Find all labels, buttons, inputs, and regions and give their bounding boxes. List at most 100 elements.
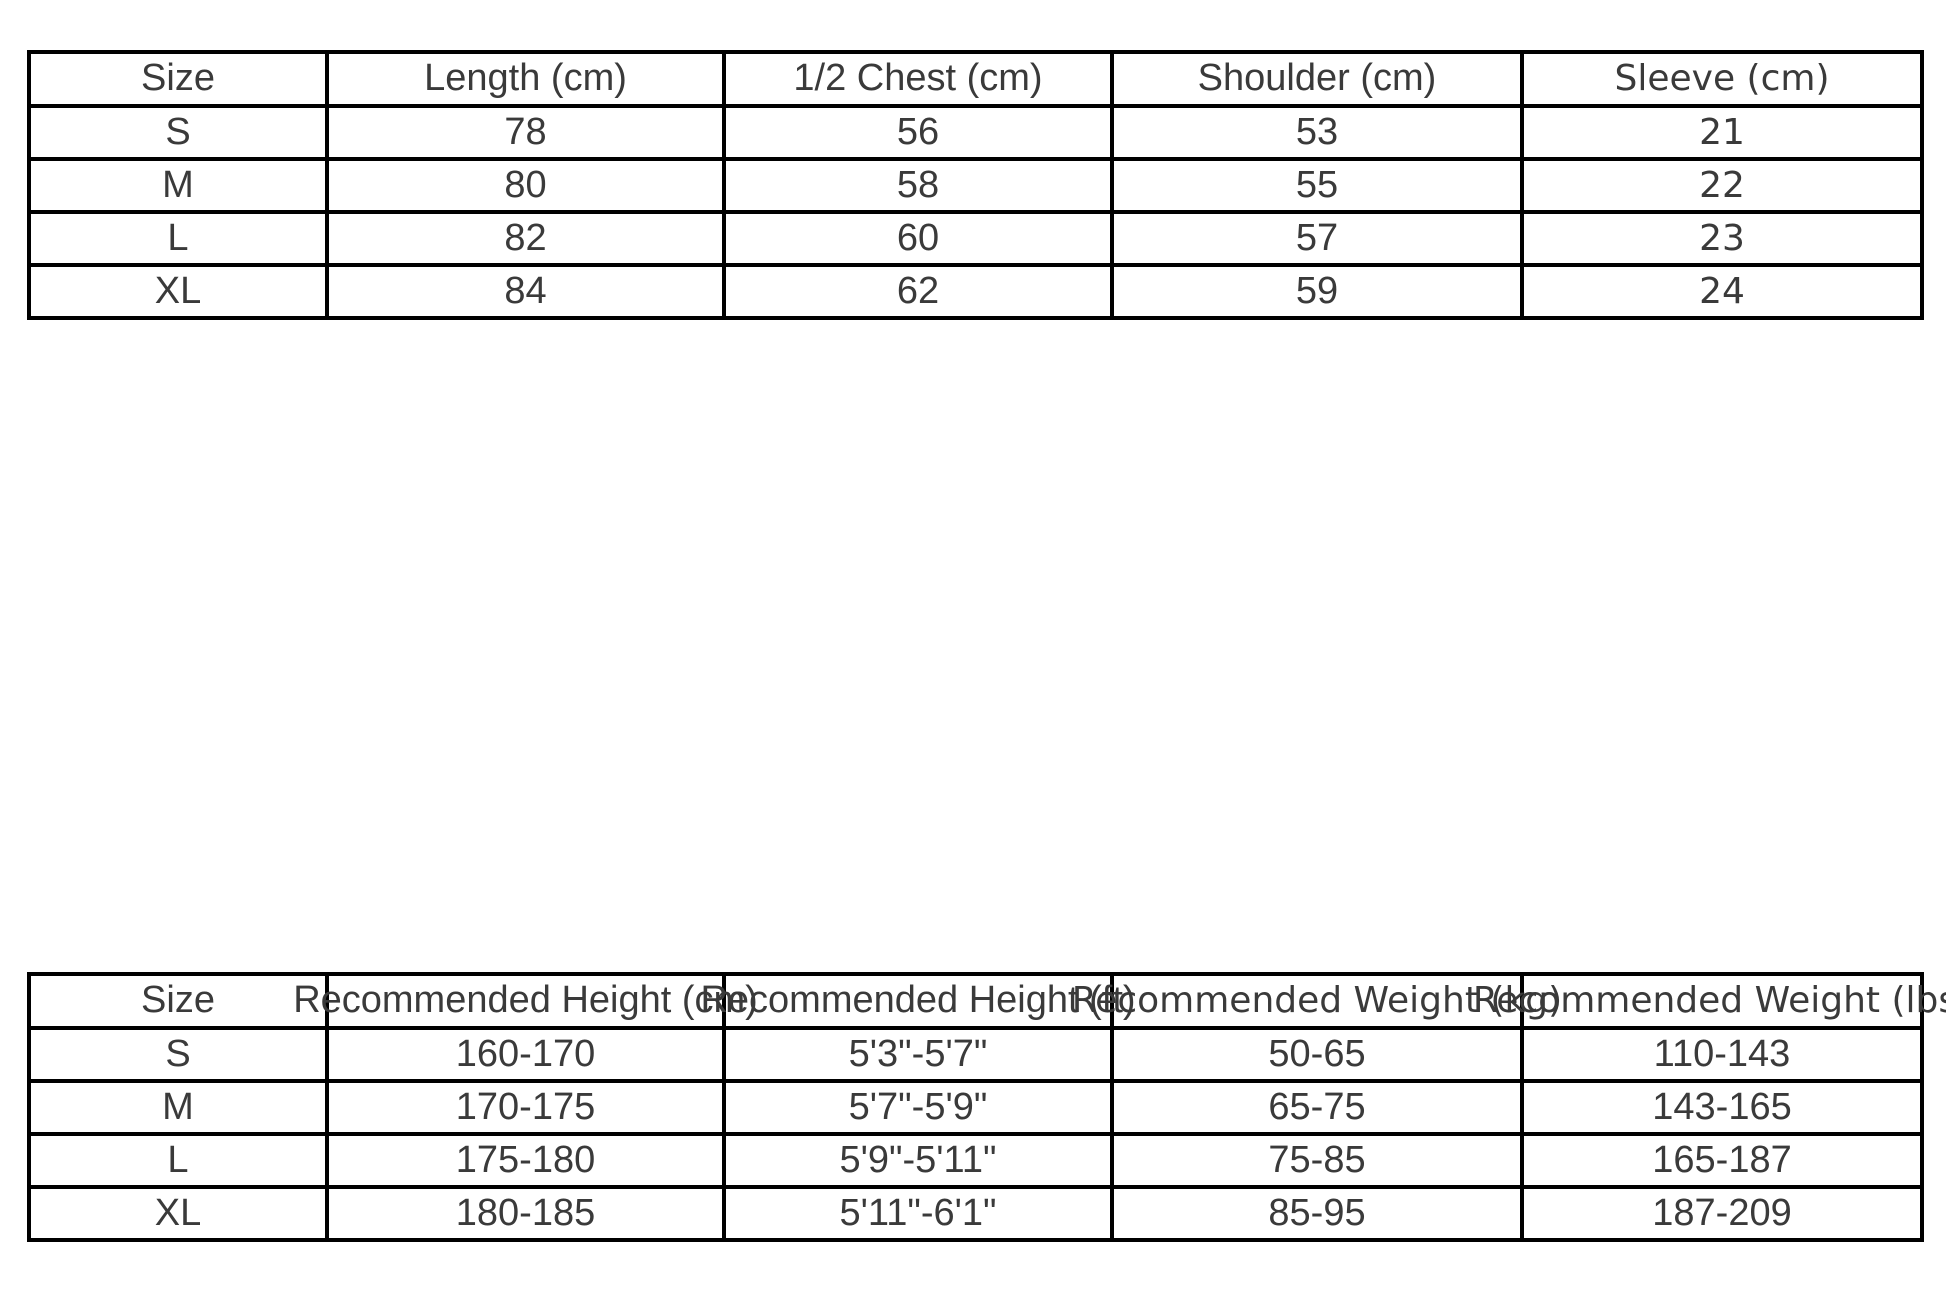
table-cell: 78	[325, 104, 726, 161]
cell-value: 53	[1295, 110, 1339, 153]
table-cell: 56	[722, 104, 1114, 161]
cell-value: XL	[154, 269, 202, 312]
table-cell: 5'7"-5'9"	[722, 1079, 1114, 1136]
cell-value: 24	[1699, 270, 1745, 312]
column-header-size: Size	[27, 50, 329, 108]
table-cell: 50-65	[1110, 1026, 1524, 1083]
column-header-label: Recommended Weight (kg)	[1071, 980, 1563, 1022]
table-cell: S	[27, 104, 329, 161]
column-header-label: Shoulder (cm)	[1197, 57, 1437, 100]
table-cell: 23	[1520, 210, 1924, 267]
cell-value: 5'3"-5'7"	[848, 1032, 988, 1075]
cell-value: 175-180	[455, 1138, 596, 1181]
table-cell: XL	[27, 1185, 329, 1242]
column-header-weight-kg: Recommended Weight (kg)	[1072, 972, 1562, 1030]
table-row: XL 84 62 59 24	[27, 263, 1924, 320]
column-header-height-ft: Recommended Height (ft)	[700, 972, 1136, 1030]
table-cell: 165-187	[1520, 1132, 1924, 1189]
column-header-label: Recommended Weight (lbs)	[1472, 980, 1946, 1022]
cell-value: 180-185	[455, 1191, 596, 1234]
table-cell: 5'11"-6'1"	[722, 1185, 1114, 1242]
cell-value: 21	[1699, 111, 1745, 153]
table-cell: 24	[1520, 263, 1924, 320]
cell-value: M	[162, 1085, 194, 1128]
table-row: XL 180-185 5'11"-6'1" 85-95 187-209	[27, 1185, 1924, 1242]
table-cell: 21	[1520, 104, 1924, 161]
cell-value: XL	[154, 1191, 202, 1234]
fit-guide-header-row: Size Recommended Height (cm) Recommended…	[27, 972, 1946, 1030]
column-header-height-cm: Recommended Height (cm)	[293, 972, 758, 1030]
column-header-length: Length (cm)	[325, 50, 726, 108]
table-row: M 80 58 55 22	[27, 157, 1924, 214]
table-cell: 160-170	[325, 1026, 726, 1083]
table-cell: 22	[1520, 157, 1924, 214]
table-row: L 175-180 5'9"-5'11" 75-85 165-187	[27, 1132, 1924, 1189]
table-row: S 160-170 5'3"-5'7" 50-65 110-143	[27, 1026, 1924, 1083]
table-cell: 187-209	[1520, 1185, 1924, 1242]
table-cell: 180-185	[325, 1185, 726, 1242]
cell-value: 60	[896, 216, 940, 259]
cell-value: 65-75	[1268, 1085, 1366, 1128]
cell-value: M	[162, 163, 194, 206]
fit-guide-table: Size Recommended Height (cm) Recommended…	[27, 972, 1946, 1242]
cell-value: 110-143	[1653, 1032, 1791, 1075]
cell-value: 56	[896, 110, 940, 153]
table-cell: M	[27, 1079, 329, 1136]
cell-value: 82	[504, 216, 547, 259]
column-header-label: Length (cm)	[424, 57, 627, 100]
size-chart-table: Size Length (cm) 1/2 Chest (cm) Shoulder…	[27, 50, 1924, 320]
table-cell: 84	[325, 263, 726, 320]
cell-value: 22	[1699, 164, 1745, 206]
size-chart-header-row: Size Length (cm) 1/2 Chest (cm) Shoulder…	[27, 50, 1924, 108]
cell-value: 75-85	[1268, 1138, 1366, 1181]
table-cell: L	[27, 1132, 329, 1189]
table-cell: 5'3"-5'7"	[722, 1026, 1114, 1083]
table-cell: 53	[1110, 104, 1524, 161]
table-row: S 78 56 53 21	[27, 104, 1924, 161]
table-cell: 57	[1110, 210, 1524, 267]
table-cell: 59	[1110, 263, 1524, 320]
cell-value: L	[167, 216, 189, 259]
cell-value: 5'7"-5'9"	[848, 1085, 988, 1128]
cell-value: 84	[504, 269, 547, 312]
column-header-label: Recommended Height (ft)	[700, 979, 1136, 1022]
table-cell: 55	[1110, 157, 1524, 214]
table-cell: 170-175	[325, 1079, 726, 1136]
table-cell: 62	[722, 263, 1114, 320]
cell-value: 85-95	[1268, 1191, 1366, 1234]
table-cell: 5'9"-5'11"	[722, 1132, 1114, 1189]
table-cell: 110-143	[1520, 1026, 1924, 1083]
table-cell: 80	[325, 157, 726, 214]
column-header-weight-lbs: Recommended Weight (lbs)	[1473, 972, 1946, 1030]
cell-value: 5'11"-6'1"	[839, 1191, 997, 1234]
column-header-size: Size	[27, 972, 329, 1030]
table-cell: 82	[325, 210, 726, 267]
cell-value: 170-175	[455, 1085, 596, 1128]
column-header-shoulder: Shoulder (cm)	[1110, 50, 1524, 108]
column-header-label: Size	[141, 57, 215, 100]
column-header-label: Size	[141, 979, 215, 1022]
cell-value: L	[167, 1138, 189, 1181]
table-cell: M	[27, 157, 329, 214]
cell-value: 55	[1295, 163, 1339, 206]
cell-value: 160-170	[455, 1032, 596, 1075]
column-header-label: Sleeve (cm)	[1614, 58, 1830, 100]
table-cell: 85-95	[1110, 1185, 1524, 1242]
cell-value: 59	[1295, 269, 1339, 312]
cell-value: 165-187	[1652, 1138, 1792, 1181]
cell-value: 143-165	[1652, 1085, 1792, 1128]
table-row: M 170-175 5'7"-5'9" 65-75 143-165	[27, 1079, 1924, 1136]
table-cell: 65-75	[1110, 1079, 1524, 1136]
table-cell: 60	[722, 210, 1114, 267]
table-cell: S	[27, 1026, 329, 1083]
cell-value: 50-65	[1268, 1032, 1366, 1075]
cell-value: 5'9"-5'11"	[839, 1138, 997, 1181]
cell-value: 80	[504, 163, 547, 206]
table-cell: 143-165	[1520, 1079, 1924, 1136]
table-row: L 82 60 57 23	[27, 210, 1924, 267]
cell-value: 78	[504, 110, 547, 153]
table-cell: L	[27, 210, 329, 267]
cell-value: 62	[896, 269, 940, 312]
table-cell: 75-85	[1110, 1132, 1524, 1189]
